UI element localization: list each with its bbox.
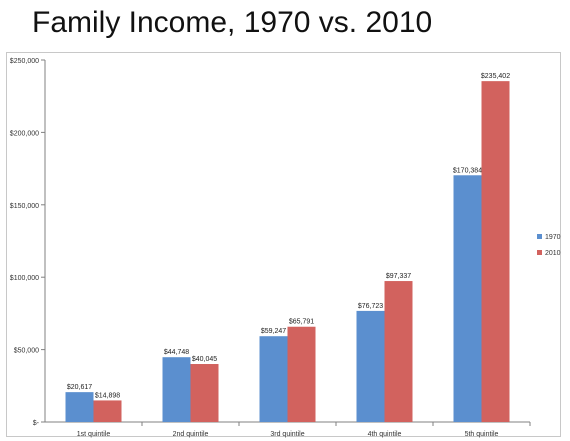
bar-1970 [259,336,288,422]
x-tick-label: 5th quintile [465,431,499,438]
y-tick-label: $200,000 [10,130,39,137]
bar-1970 [65,392,94,422]
y-tick-label: $150,000 [10,203,39,210]
legend-swatch-2010 [537,250,542,255]
data-label: $14,898 [95,392,120,399]
legend-swatch-1970 [537,234,542,239]
data-label: $59,247 [261,328,286,335]
x-tick-label: 3rd quintile [270,431,304,438]
y-tick-label: $100,000 [10,275,39,282]
bar-2010 [481,81,510,422]
legend-label: 2010 [545,250,561,257]
bar-1970 [356,310,385,422]
bar-2010 [93,400,122,422]
data-label: $97,337 [386,273,411,280]
bar-1970 [453,175,482,422]
y-tick-label: $50,000 [14,348,39,355]
x-tick-label: 4th quintile [368,431,402,438]
chart-title: Family Income, 1970 vs. 2010 [32,6,433,39]
y-tick-label: $250,000 [10,58,39,65]
data-label: $40,045 [192,356,217,363]
data-label: $76,723 [358,303,383,310]
x-tick-label: 2nd quintile [173,431,209,438]
x-tick-label: 1st quintile [77,431,111,438]
y-tick-label: $- [33,420,40,427]
bar-2010 [190,364,219,422]
data-label: $44,748 [164,349,189,356]
legend-label: 1970 [545,234,561,241]
data-label: $20,617 [67,384,92,391]
chart-frame [6,52,561,437]
bar-2010 [384,281,413,422]
bar-2010 [287,326,316,422]
bar-1970 [162,357,191,422]
data-label: $235,402 [481,73,510,80]
data-label: $65,791 [289,319,314,326]
data-label: $170,384 [453,167,482,174]
